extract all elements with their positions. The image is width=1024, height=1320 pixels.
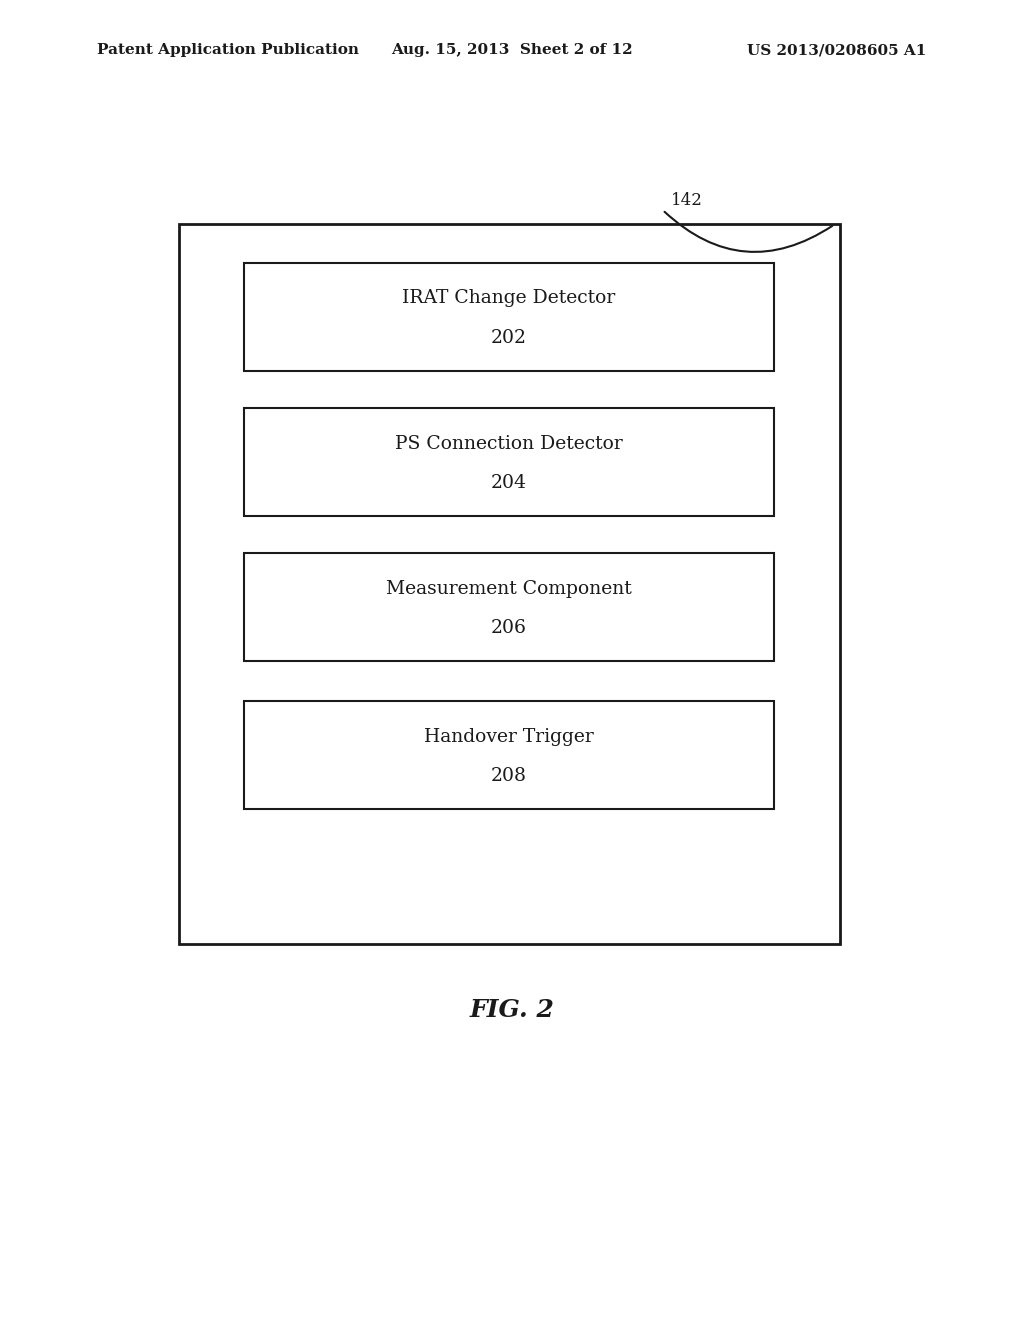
Text: FIG. 2: FIG. 2	[470, 998, 554, 1022]
Text: Handover Trigger: Handover Trigger	[424, 727, 594, 746]
Bar	[179, 224, 840, 944]
Bar	[244, 701, 774, 809]
Bar	[244, 263, 774, 371]
Text: IRAT Change Detector: IRAT Change Detector	[402, 289, 615, 308]
Text: 202: 202	[490, 329, 527, 347]
Text: PS Connection Detector: PS Connection Detector	[395, 434, 623, 453]
Bar	[244, 408, 774, 516]
Text: Measurement Component: Measurement Component	[386, 579, 632, 598]
Text: 142: 142	[671, 191, 702, 209]
Text: 208: 208	[490, 767, 527, 785]
Text: Aug. 15, 2013  Sheet 2 of 12: Aug. 15, 2013 Sheet 2 of 12	[391, 44, 633, 57]
Text: 204: 204	[490, 474, 527, 492]
Text: 206: 206	[490, 619, 527, 638]
Text: US 2013/0208605 A1: US 2013/0208605 A1	[748, 44, 927, 57]
Bar	[244, 553, 774, 661]
Text: Patent Application Publication: Patent Application Publication	[97, 44, 359, 57]
